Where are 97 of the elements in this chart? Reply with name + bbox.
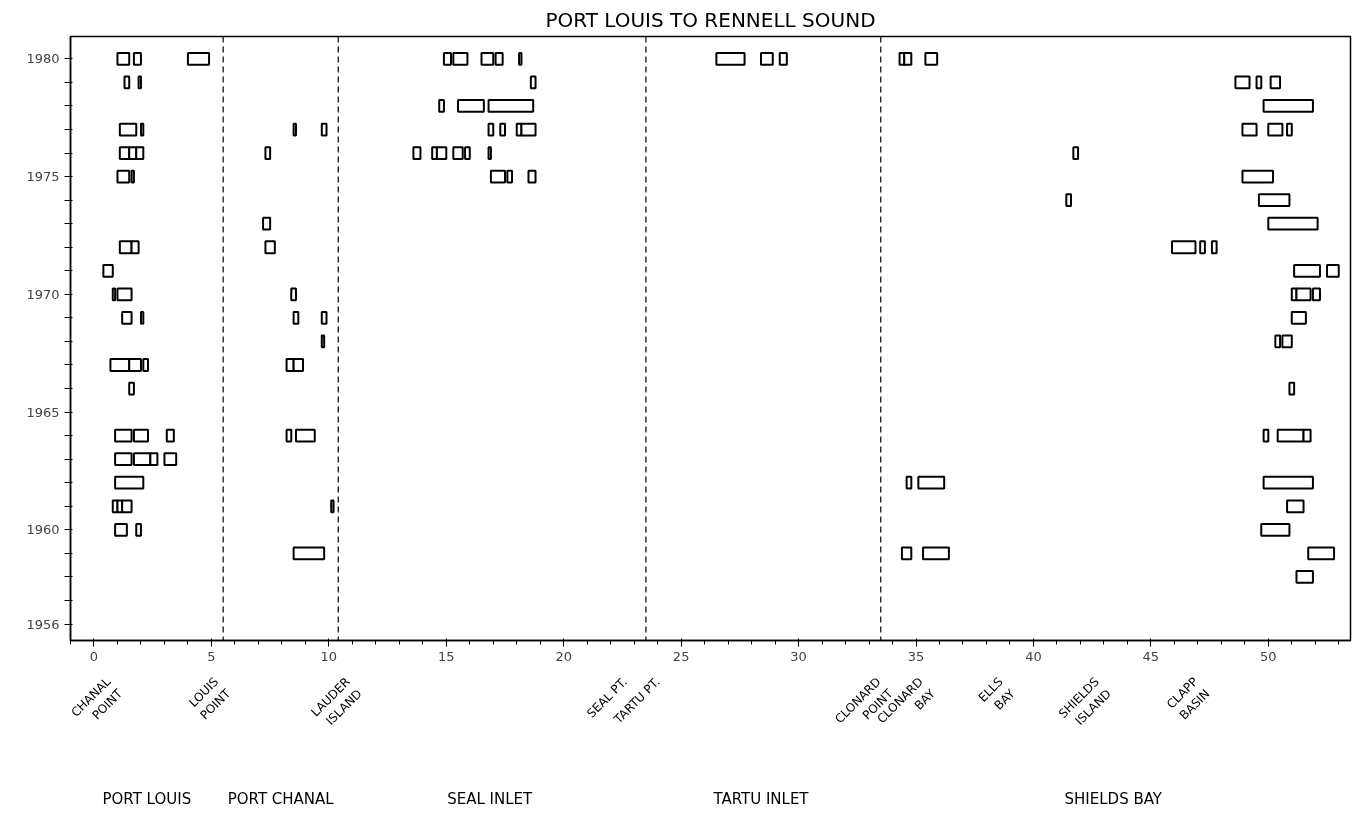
- bar: [290, 287, 297, 302]
- bar: [114, 522, 128, 537]
- bar: [292, 546, 326, 561]
- x-tick-label: 50: [1260, 648, 1277, 664]
- bar: [900, 546, 913, 561]
- bar: [1293, 263, 1321, 278]
- x-tick-label: 35: [907, 648, 925, 664]
- bar: [132, 51, 142, 66]
- x-tick-label: 5: [207, 648, 216, 664]
- bar: [116, 169, 131, 184]
- text: TARTU INLET: [712, 789, 810, 808]
- x-tick-label: 0: [89, 648, 99, 664]
- bar: [1326, 263, 1340, 278]
- bar: [320, 334, 326, 349]
- bar: [499, 122, 506, 137]
- bar: [917, 475, 946, 490]
- bar: [922, 546, 950, 561]
- bar: [487, 99, 535, 113]
- bar: [520, 122, 537, 137]
- bar: [292, 311, 300, 325]
- bar: [320, 122, 328, 137]
- bar: [1286, 499, 1305, 514]
- bar: [438, 99, 445, 113]
- bar: [264, 146, 272, 160]
- bar: [1065, 193, 1073, 208]
- bar: [1307, 546, 1336, 561]
- bar: [1199, 240, 1206, 255]
- bar: [529, 75, 537, 90]
- x-tick-label: 10: [320, 648, 338, 664]
- bar: [1286, 122, 1293, 137]
- bar: [1262, 428, 1270, 443]
- x-tick-label: 45: [1142, 648, 1160, 664]
- bar: [135, 522, 142, 537]
- bar: [760, 51, 774, 66]
- y-tick-label: 1965: [26, 404, 60, 420]
- bar: [487, 146, 492, 160]
- chart-title: PORT LOUIS TO RENNELL SOUND: [545, 7, 876, 32]
- x-tick-label: 25: [672, 648, 690, 664]
- bar: [139, 311, 145, 325]
- bar: [330, 499, 335, 514]
- bar: [137, 75, 142, 90]
- bar: [1295, 570, 1314, 584]
- bar: [1171, 240, 1197, 255]
- bar: [163, 452, 178, 467]
- x-tick-label: 30: [790, 648, 807, 664]
- bar: [457, 99, 485, 113]
- bar: [715, 51, 746, 66]
- y-tick-label: 1960: [26, 522, 60, 538]
- bar: [905, 475, 913, 490]
- bar: [116, 51, 131, 66]
- text: PORT LOUIS: [102, 789, 192, 808]
- bar: [1241, 122, 1258, 137]
- bar: [1241, 169, 1274, 184]
- bar: [527, 169, 537, 184]
- bar: [292, 122, 297, 137]
- bar: [435, 146, 448, 160]
- bar: [114, 475, 145, 490]
- x-tick-label: 20: [555, 648, 572, 664]
- bar: [1267, 122, 1284, 137]
- bar: [285, 428, 293, 443]
- bar: [1260, 522, 1291, 537]
- bar: [121, 311, 133, 325]
- y-tick-label: 1975: [26, 169, 60, 185]
- bar: [1210, 240, 1218, 255]
- bar: [924, 51, 939, 66]
- text: SHIELDS BAY: [1064, 789, 1163, 808]
- bar: [1234, 75, 1251, 90]
- bar: [186, 51, 211, 66]
- bar: [116, 287, 133, 302]
- bar: [1267, 216, 1319, 231]
- x-tick-label: 40: [1025, 648, 1042, 664]
- bar: [1288, 381, 1296, 396]
- bar: [139, 122, 145, 137]
- bar: [903, 51, 913, 66]
- x-tick-label: 15: [438, 648, 455, 664]
- bar: [264, 240, 276, 255]
- text: SEAL INLET: [447, 789, 534, 808]
- y-tick-label: 1970: [26, 286, 60, 302]
- bar: [320, 311, 328, 325]
- y-tick-label: 1956: [26, 616, 60, 632]
- bar: [294, 428, 316, 443]
- y-tick-label: 1980: [26, 51, 60, 67]
- bar: [262, 216, 272, 231]
- bar: [778, 51, 788, 66]
- text: PORT CHANAL: [227, 789, 335, 808]
- bar: [1262, 475, 1314, 490]
- bar: [412, 146, 422, 160]
- bar: [1262, 99, 1314, 113]
- bar: [1290, 311, 1307, 325]
- bar: [518, 51, 523, 66]
- bar: [1072, 146, 1080, 160]
- bar: [1269, 75, 1282, 90]
- bar: [1257, 193, 1291, 208]
- bar: [128, 381, 135, 396]
- bar: [102, 263, 114, 278]
- bar: [165, 428, 175, 443]
- bar: [118, 122, 138, 137]
